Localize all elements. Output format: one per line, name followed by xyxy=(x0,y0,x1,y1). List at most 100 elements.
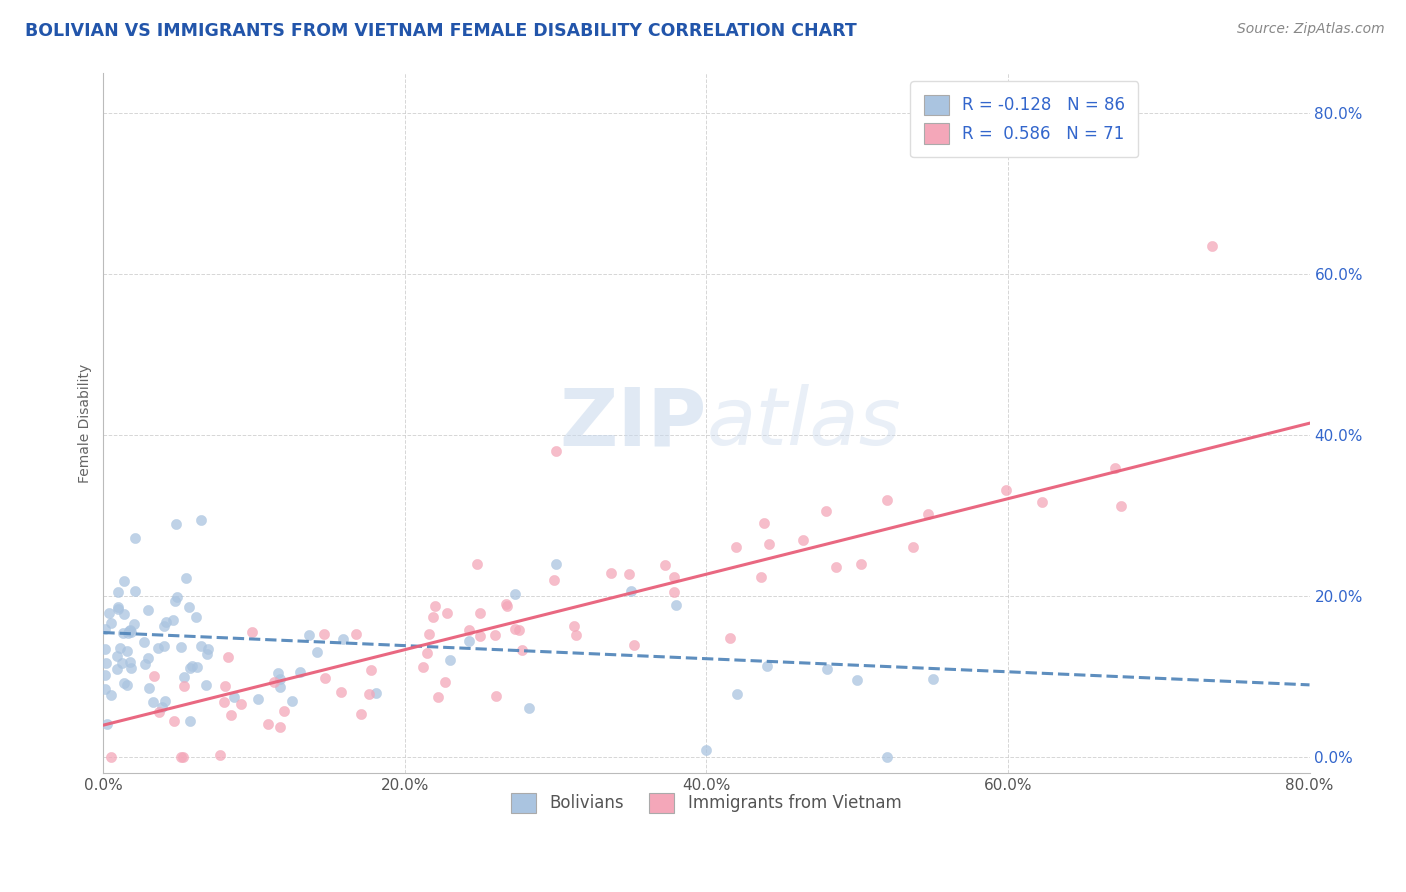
Point xyxy=(173,670,195,684)
Point xyxy=(224,690,246,705)
Text: Source: ZipAtlas.com: Source: ZipAtlas.com xyxy=(1237,22,1385,37)
Point xyxy=(208,747,231,762)
Point xyxy=(332,632,354,647)
Point xyxy=(617,566,640,581)
Point xyxy=(108,640,131,655)
Point xyxy=(134,657,156,672)
Point xyxy=(427,690,450,704)
Point xyxy=(350,706,373,721)
Point xyxy=(180,658,202,673)
Point xyxy=(155,615,177,629)
Point xyxy=(725,687,748,701)
Point xyxy=(749,570,772,584)
Point xyxy=(599,566,621,581)
Point xyxy=(695,742,717,756)
Point xyxy=(503,586,526,600)
Point xyxy=(115,644,138,658)
Point xyxy=(758,537,780,551)
Point xyxy=(172,749,194,764)
Point xyxy=(153,694,176,708)
Point xyxy=(217,649,239,664)
Point xyxy=(849,557,872,571)
Point xyxy=(457,623,479,637)
Point xyxy=(219,707,242,722)
Point xyxy=(269,720,291,734)
Point xyxy=(468,606,491,620)
Point xyxy=(662,584,685,599)
Point xyxy=(94,641,117,656)
Point xyxy=(122,616,145,631)
Point xyxy=(876,749,898,764)
Point xyxy=(124,531,146,545)
Point xyxy=(177,600,200,615)
Point xyxy=(257,717,280,731)
Point xyxy=(623,638,645,652)
Point xyxy=(314,627,336,641)
Point xyxy=(263,674,285,689)
Point xyxy=(197,641,219,656)
Point xyxy=(132,635,155,649)
Text: atlas: atlas xyxy=(706,384,901,462)
Point xyxy=(901,540,924,554)
Point xyxy=(510,642,533,657)
Point xyxy=(665,598,688,612)
Point xyxy=(457,634,479,648)
Point xyxy=(995,483,1018,497)
Point xyxy=(876,492,898,507)
Point xyxy=(543,573,565,587)
Point xyxy=(142,695,165,709)
Point xyxy=(118,623,141,637)
Point xyxy=(357,687,380,701)
Point xyxy=(565,628,588,642)
Point xyxy=(179,661,201,675)
Point xyxy=(468,629,491,643)
Point xyxy=(240,625,263,640)
Point xyxy=(496,599,519,613)
Point xyxy=(792,533,814,547)
Point xyxy=(97,606,120,620)
Point xyxy=(117,678,139,692)
Point xyxy=(163,594,186,608)
Point xyxy=(100,688,122,702)
Point xyxy=(107,600,129,615)
Point xyxy=(754,516,776,530)
Point xyxy=(118,624,141,638)
Point xyxy=(179,714,201,729)
Point xyxy=(112,607,135,621)
Legend: Bolivians, Immigrants from Vietnam: Bolivians, Immigrants from Vietnam xyxy=(499,781,912,824)
Point xyxy=(434,675,457,690)
Point xyxy=(360,663,382,677)
Point xyxy=(412,659,434,673)
Point xyxy=(124,584,146,599)
Point xyxy=(495,598,517,612)
Point xyxy=(718,631,741,645)
Point xyxy=(105,662,128,676)
Point xyxy=(112,676,135,690)
Point xyxy=(1201,239,1223,253)
Point xyxy=(662,570,685,584)
Point xyxy=(117,626,139,640)
Point xyxy=(1104,461,1126,475)
Point xyxy=(148,705,170,719)
Point xyxy=(825,560,848,574)
Point xyxy=(366,686,388,700)
Point xyxy=(423,599,446,613)
Point xyxy=(163,714,186,728)
Point xyxy=(436,607,458,621)
Point xyxy=(184,609,207,624)
Point xyxy=(190,513,212,527)
Point xyxy=(305,645,328,659)
Point xyxy=(508,624,530,638)
Point xyxy=(465,557,488,571)
Point xyxy=(169,749,191,764)
Y-axis label: Female Disability: Female Disability xyxy=(79,364,93,483)
Point xyxy=(246,692,269,706)
Point xyxy=(96,656,118,670)
Text: ZIP: ZIP xyxy=(560,384,706,462)
Point xyxy=(120,625,142,640)
Point xyxy=(107,602,129,616)
Point xyxy=(544,558,567,572)
Point xyxy=(153,619,176,633)
Point xyxy=(195,647,218,661)
Point xyxy=(136,603,159,617)
